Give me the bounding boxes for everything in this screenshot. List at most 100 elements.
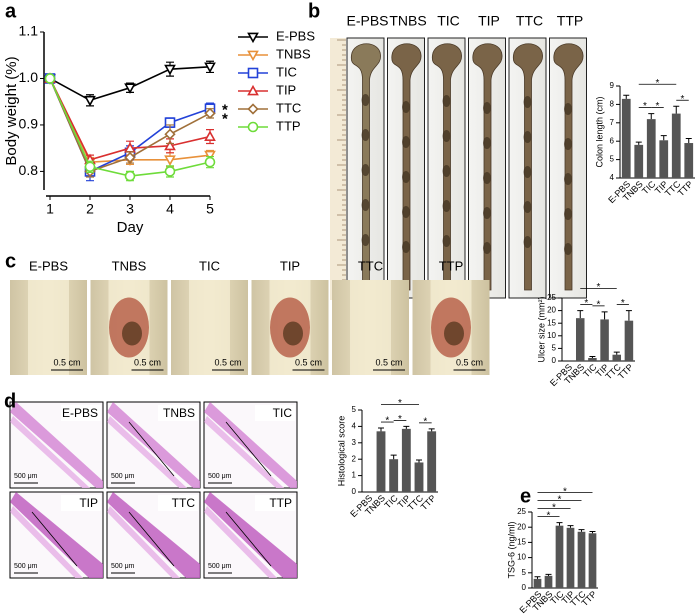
colon [391,43,422,291]
colon-content [483,137,491,149]
lesion [444,321,464,346]
colon-content [361,234,370,246]
significance-label: * [656,101,660,112]
error-bar [577,310,584,319]
bar [588,357,597,361]
legend-label: TTP [276,118,301,133]
image-label: E-PBS [62,406,98,420]
y-tick-label: 4 [352,422,357,431]
image-label: TTC [172,496,196,510]
scale-label: 0.5 cm [134,357,161,367]
significance-label: * [656,78,660,89]
colon-content [442,130,451,142]
scale-label: 500 μm [208,563,232,570]
bar [577,531,586,588]
tissue [204,416,284,488]
label-box [255,495,295,511]
error-bar [534,576,541,579]
x-tick-label: 2 [86,201,94,217]
error-bar [578,529,585,532]
y-tick-label: 5 [352,405,357,414]
y-tick-label: 4 [610,173,615,182]
marker [124,83,136,94]
error-bar [589,530,596,534]
bar [634,144,644,178]
bar [427,431,437,492]
colon-content [523,166,532,178]
colon-content [564,173,572,185]
error-bar [378,427,384,432]
x-tick-label: 4 [166,201,174,217]
colon [553,43,584,291]
colon-tissue [350,280,391,375]
colon-content [402,101,410,113]
colon-content [402,206,410,218]
error-bar [635,141,642,145]
x-tick-label: 3 [126,201,134,217]
y-tick-label: 0.9 [19,116,39,132]
y-tick-label: 6 [610,136,615,145]
marker [204,150,216,162]
bar [575,318,585,361]
colon-content [483,207,491,219]
scale-label: 0.5 cm [295,357,322,367]
legend-label: TIC [276,64,297,79]
legend-label: TIP [276,82,296,97]
y-tick-label: 0 [522,583,527,592]
y-tick-label: 25 [517,507,526,516]
y-tick-label: 5 [552,344,557,353]
significance-label: * [563,486,567,497]
significance-label: * [398,398,402,409]
error-bar [567,525,574,528]
marker [84,161,96,173]
x-tick-label: TTP [616,362,635,381]
image-label: TIP [79,496,98,510]
image-label: TNBS [163,406,195,420]
ruler [330,38,346,300]
colon-content [442,200,451,212]
significance-label: * [552,502,556,513]
y-axis-label: Colon length (cm) [594,96,604,167]
scale-label: 500 μm [14,473,38,480]
photo-label: TTP [557,13,583,29]
photo-label: TIC [199,258,220,273]
photo-label: TTP [439,258,464,273]
error-bar [416,459,422,463]
marker [164,128,176,140]
lesion-arrow [128,511,175,567]
colon-tissue [28,280,69,375]
lesion-arrow [225,421,272,477]
colon [472,43,503,291]
y-tick-label: 10 [547,331,556,340]
y-tick-label: 0 [352,487,357,496]
tissue [107,506,180,578]
bar [600,319,609,361]
tissue [204,506,277,578]
y-tick-label: 0 [552,356,557,365]
x-tick-label: TTP [676,179,695,198]
legend-marker [247,32,259,44]
marker [164,139,176,151]
colon-content [442,165,451,177]
bar [401,428,411,492]
scale-label: 0.5 cm [375,357,402,367]
y-tick-label: 9 [610,81,615,90]
significance-label: * [398,414,402,425]
error-bar [428,428,435,432]
scale-label: 0.5 cm [456,357,483,367]
label-box [158,405,198,421]
photo-label: TNBS [112,258,147,273]
colon-content [564,138,572,150]
y-tick-label: 0.8 [19,162,39,178]
bar [659,140,669,178]
error-bar [685,137,692,144]
bar [566,527,575,588]
marker [164,155,176,166]
tissue [10,506,83,578]
marker [204,62,216,74]
marker [124,151,136,164]
y-tick-label: 20 [517,522,526,531]
panel-letter: d [4,390,16,412]
y-tick-label: 15 [517,538,526,547]
significance-label: * [621,298,625,309]
